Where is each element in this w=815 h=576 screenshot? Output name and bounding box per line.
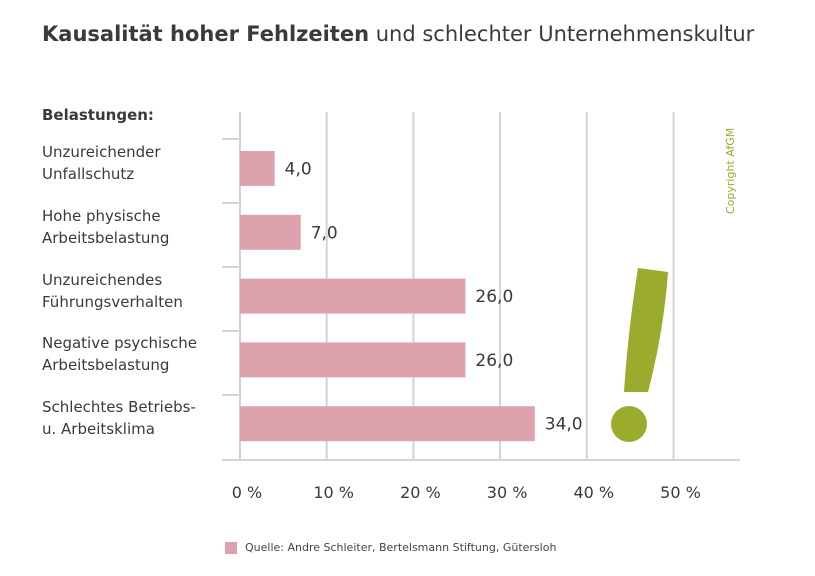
exclamation-mark-stroke (624, 268, 668, 392)
category-label: Schlechtes Betriebs-u. Arbeitsklima (42, 398, 196, 439)
x-tick-label: 40 % (573, 483, 614, 502)
category-label: Hohe physische Arbeitsbelastung (42, 206, 170, 247)
copyright-note: Copyright AfGM (724, 127, 737, 214)
legend-label: Quelle: Andre Schleiter, Bertelsmann Sti… (245, 541, 557, 554)
legend-swatch (225, 541, 237, 554)
bar (240, 406, 535, 442)
category-label: Negative psychische Arbeitsbelastung (42, 334, 198, 375)
bar (240, 151, 275, 186)
x-tick-label: 20 % (400, 483, 441, 502)
x-tick-label: 10 % (313, 483, 354, 502)
legend: Quelle: Andre Schleiter, Bertelsmann Sti… (225, 541, 556, 554)
bar (240, 342, 466, 378)
exclamation-mark-dot (611, 406, 647, 442)
bar-value-label: 7,0 (311, 223, 338, 243)
chart-title-light: und schlechter Unternehmenskultur (369, 22, 755, 46)
x-tick-label: 30 % (487, 483, 528, 502)
chart-title: Kausalität hoher Fehlzeiten und schlecht… (42, 22, 754, 46)
x-tick-label: 0 % (232, 483, 262, 502)
bar (240, 214, 301, 250)
group-label: Belastungen: (42, 106, 154, 124)
bar-value-label: 34,0 (545, 415, 583, 435)
bar-value-label: 26,0 (475, 351, 513, 371)
x-tick-label: 50 % (660, 483, 701, 502)
bar (240, 278, 466, 314)
bar-value-label: 4,0 (285, 160, 312, 180)
bar-value-label: 26,0 (475, 287, 513, 307)
category-label: Unzureichender Unfallschutz (42, 143, 161, 183)
category-label: Unzureichendes Führungsverhalten (42, 270, 183, 311)
chart-title-bold: Kausalität hoher Fehlzeiten (42, 22, 370, 46)
